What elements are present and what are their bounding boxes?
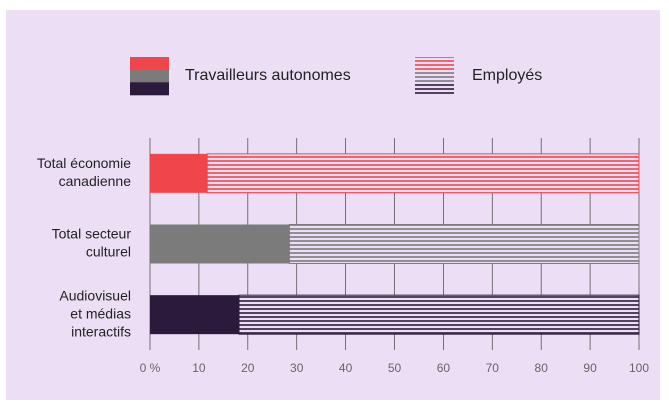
category-label: Total secteur xyxy=(52,226,132,242)
legend-label: Travailleurs autonomes xyxy=(185,67,351,84)
x-tick-label: 70 xyxy=(486,361,500,375)
bar-segment xyxy=(288,224,640,264)
category-label: culturel xyxy=(86,244,131,260)
category-label: Total économie xyxy=(37,155,131,171)
bar-segment xyxy=(150,153,208,193)
x-tick-label: 60 xyxy=(437,361,451,375)
legend-swatch xyxy=(415,69,454,83)
bar-segment xyxy=(150,224,290,264)
category-label: interactifs xyxy=(71,323,131,339)
legend-label: Employés xyxy=(472,67,542,84)
x-tick-label: 80 xyxy=(535,361,549,375)
legend-swatch xyxy=(130,69,169,83)
legend-swatch xyxy=(130,82,169,96)
category-label: canadienne xyxy=(59,173,132,189)
legend-swatch xyxy=(130,57,169,70)
legend-swatch xyxy=(415,82,454,96)
x-tick-label: 90 xyxy=(583,361,597,375)
x-tick-label: 30 xyxy=(290,361,304,375)
bar-segment xyxy=(150,295,239,335)
x-tick-label: 10 xyxy=(192,361,206,375)
legend-swatch xyxy=(415,57,454,70)
x-tick-label: 40 xyxy=(339,361,353,375)
bar-segment xyxy=(238,294,640,335)
category-label: et médias xyxy=(70,305,131,321)
x-tick-label: 100 xyxy=(629,361,649,375)
background xyxy=(6,10,660,400)
x-tick-label: 20 xyxy=(241,361,255,375)
bar-segment xyxy=(206,153,640,194)
x-tick-label: 0 % xyxy=(140,361,161,375)
category-label: Audiovisuel xyxy=(59,287,131,303)
x-tick-label: 50 xyxy=(388,361,402,375)
